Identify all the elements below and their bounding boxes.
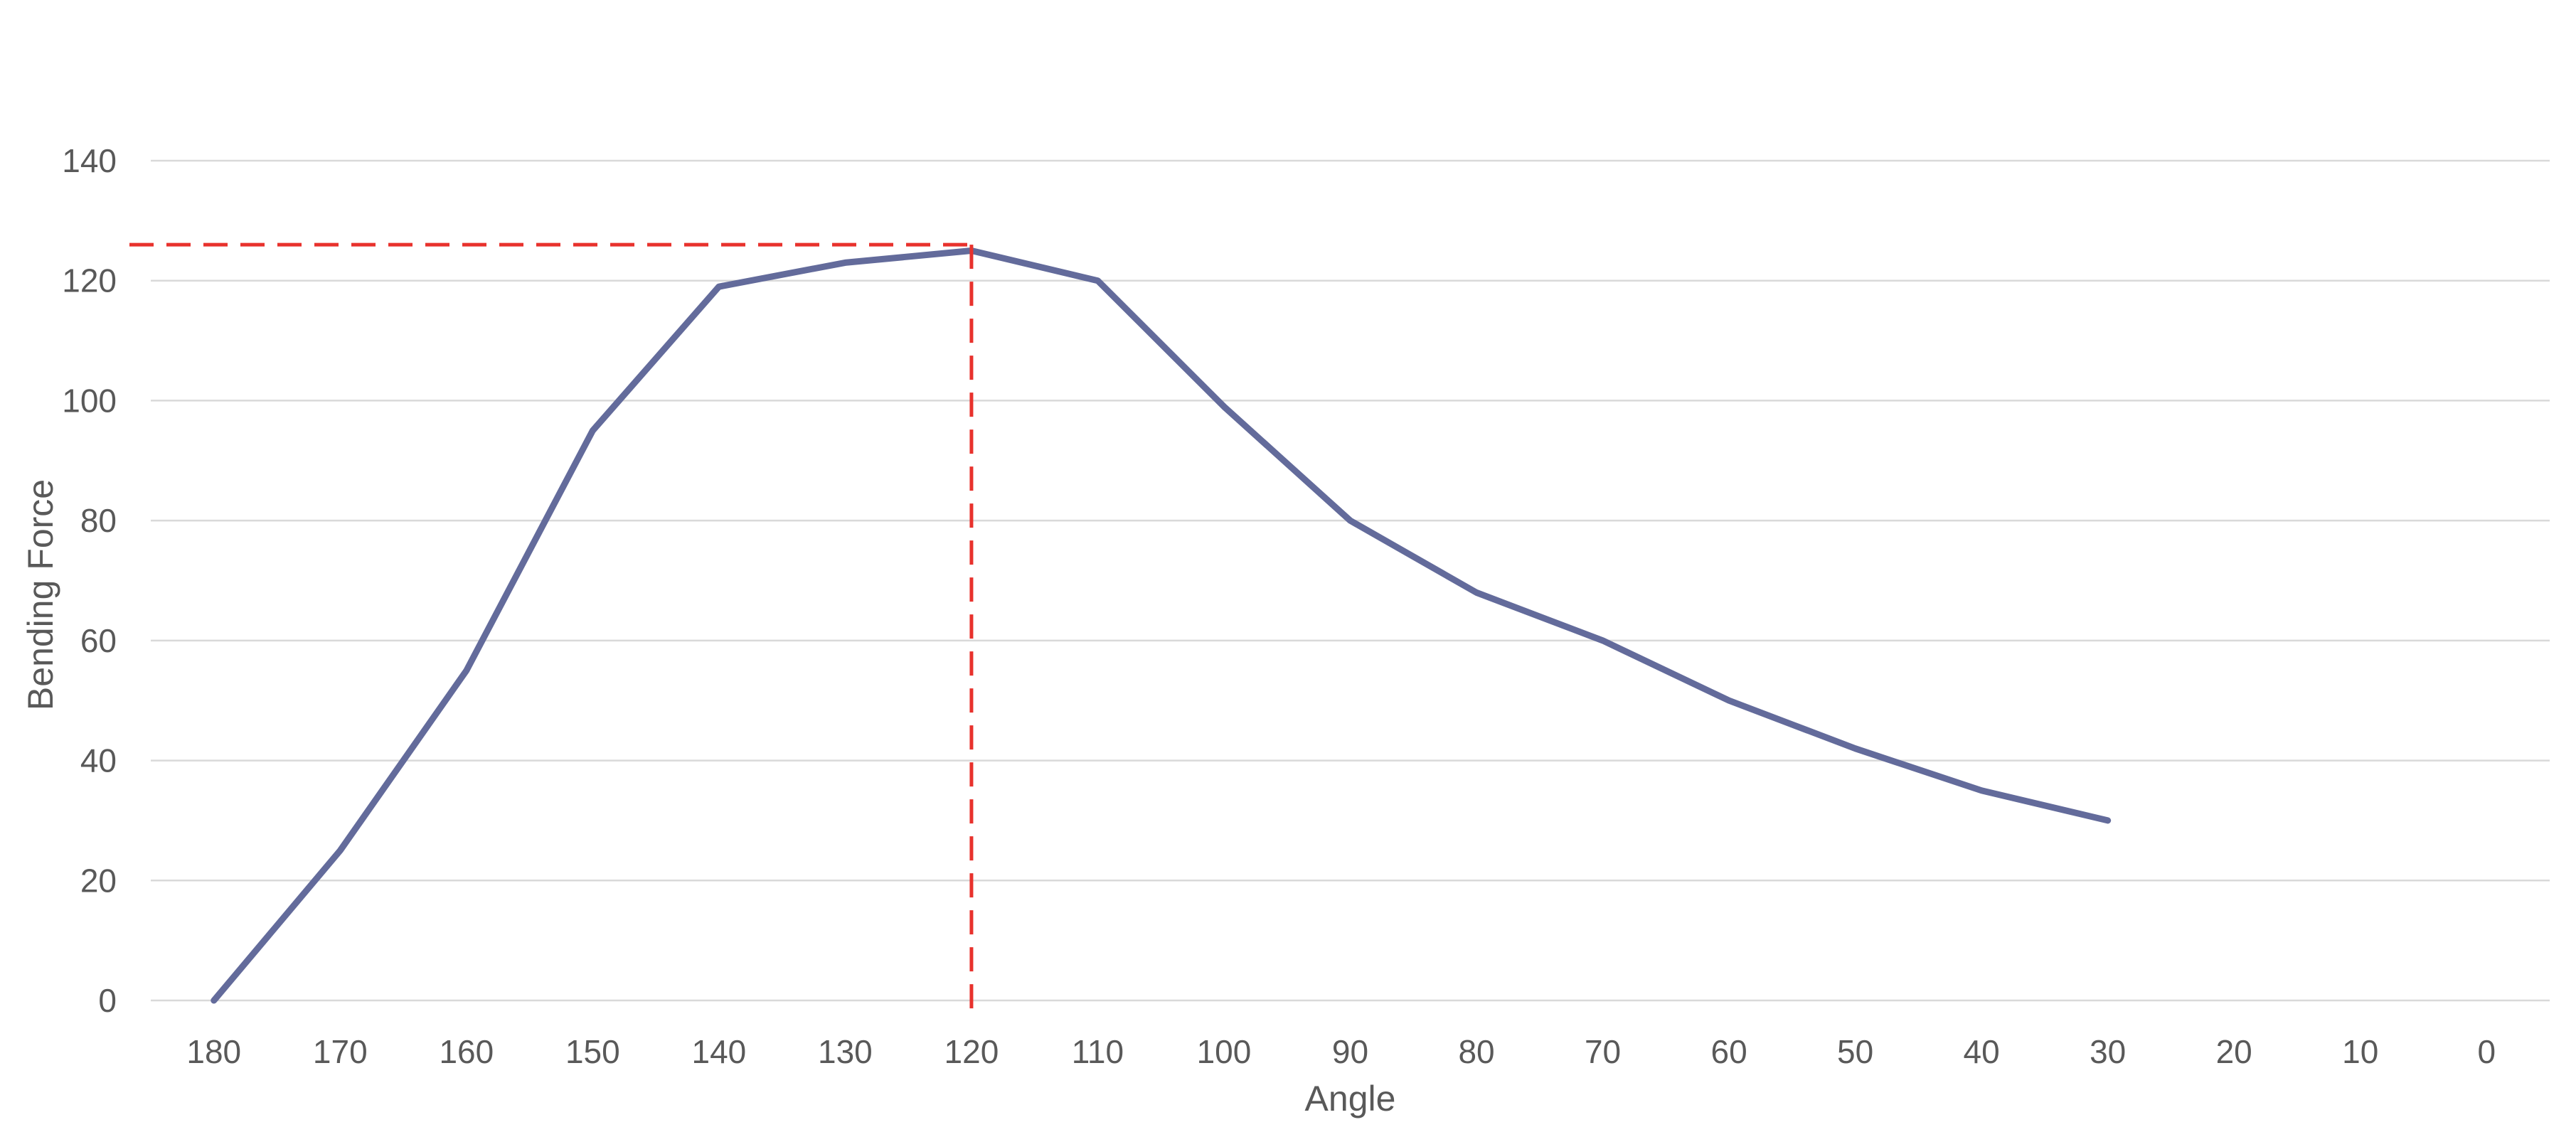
x-tick-label: 20 <box>2216 1033 2252 1070</box>
x-tick-label: 30 <box>2090 1033 2126 1070</box>
annotation-layer <box>129 242 974 1020</box>
x-tick-label: 80 <box>1458 1033 1494 1070</box>
y-tick-label: 60 <box>80 622 117 659</box>
x-tick-label: 180 <box>186 1033 241 1070</box>
x-axis-ticks: 180 170 160 150 140 130 120 110 100 90 80 70 60 50 40 3… <box>186 1033 2496 1070</box>
x-tick-label: 100 <box>1197 1033 1252 1070</box>
series-line-0 <box>211 247 2112 1004</box>
x-tick-label: 10 <box>2342 1033 2378 1070</box>
x-tick-label: 40 <box>1964 1033 2000 1070</box>
x-tick-label: 170 <box>313 1033 368 1070</box>
y-tick-label: 20 <box>80 862 117 899</box>
series-layer <box>211 247 2112 1004</box>
x-tick-label: 50 <box>1837 1033 1873 1070</box>
x-tick-label: 0 <box>2477 1033 2496 1070</box>
x-tick-label: 120 <box>944 1033 999 1070</box>
y-axis-ticks: 0 20 40 60 80 100 120 140 <box>62 142 117 1019</box>
x-tick-label: 160 <box>439 1033 494 1070</box>
y-tick-label: 80 <box>80 502 117 539</box>
x-tick-label: 110 <box>1072 1033 1124 1070</box>
x-tick-label: 90 <box>1332 1033 1368 1070</box>
y-tick-label: 100 <box>62 382 117 419</box>
x-tick-label: 150 <box>565 1033 620 1070</box>
y-tick-label: 0 <box>98 982 117 1019</box>
x-axis-title: Angle <box>1305 1079 1396 1118</box>
y-tick-label: 140 <box>62 142 117 179</box>
x-tick-label: 70 <box>1585 1033 1621 1070</box>
y-tick-label: 120 <box>62 262 117 299</box>
y-tick-label: 40 <box>80 742 117 779</box>
x-tick-label: 60 <box>1710 1033 1747 1070</box>
y-axis-title: Bending Force <box>21 479 60 710</box>
x-tick-label: 130 <box>818 1033 873 1070</box>
x-tick-label: 140 <box>691 1033 746 1070</box>
